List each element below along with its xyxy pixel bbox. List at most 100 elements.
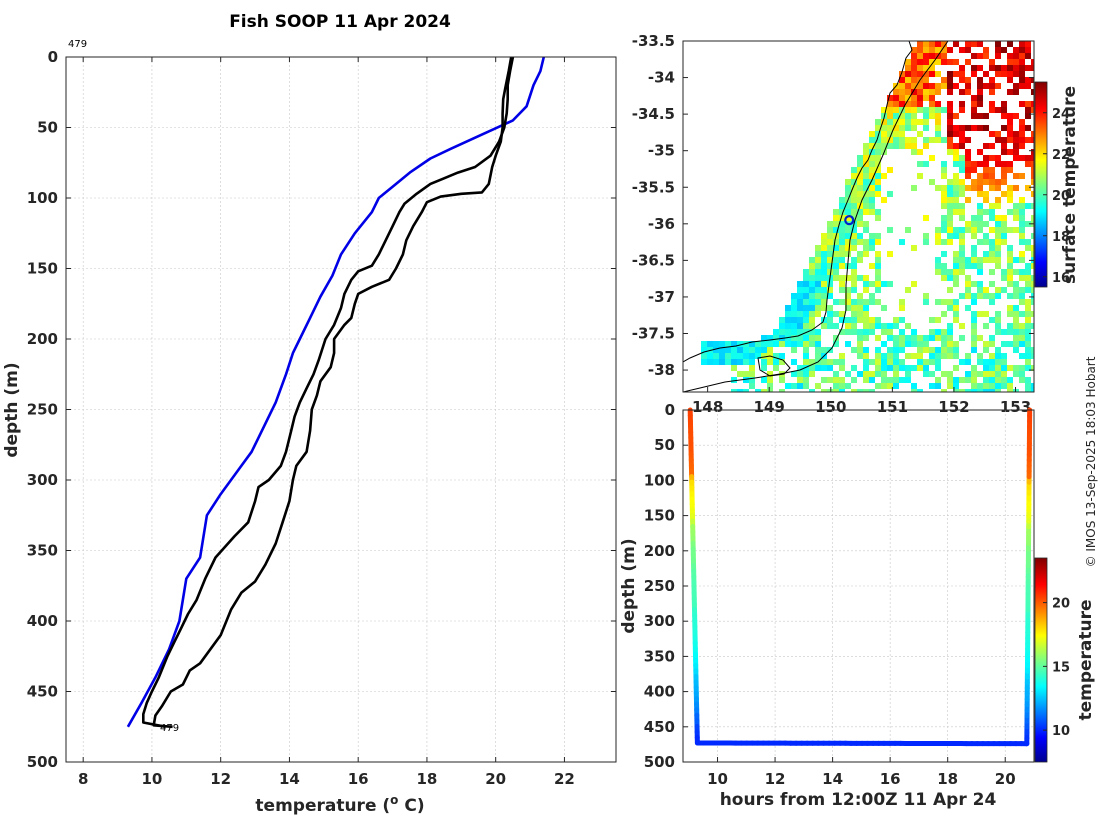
sst-cell	[1019, 299, 1025, 305]
sst-cell	[899, 365, 905, 371]
sst-cell	[1019, 371, 1025, 377]
sst-cell	[995, 53, 1001, 59]
sst-cell	[989, 203, 995, 209]
sst-cell	[953, 161, 959, 167]
sst-cell	[1007, 137, 1013, 143]
sst-cell	[977, 227, 983, 233]
sst-cell	[929, 155, 935, 161]
sst-cell	[995, 227, 1001, 233]
sst-cell	[815, 347, 821, 353]
x-axis-label-superscript: o	[390, 793, 398, 807]
sst-cell	[941, 263, 947, 269]
sst-cell	[947, 131, 953, 137]
series-line-profile-1	[152, 56, 513, 729]
sst-cell	[1025, 377, 1031, 383]
sst-cell	[941, 239, 947, 245]
sst-cell	[1025, 53, 1031, 59]
sst-cell	[995, 161, 1001, 167]
sst-cell	[995, 329, 1001, 335]
sst-cell	[1019, 257, 1025, 263]
sst-cell	[929, 113, 935, 119]
sst-cell	[965, 353, 971, 359]
sst-cell	[821, 293, 827, 299]
sst-cell	[941, 47, 947, 53]
sst-cell	[851, 377, 857, 383]
sst-cell	[755, 353, 761, 359]
map-y-tick-label: -33.5	[632, 32, 675, 50]
sst-cell	[1013, 89, 1019, 95]
map-y-tick-label: -38	[648, 361, 675, 379]
sst-cell	[953, 365, 959, 371]
sst-cell	[947, 83, 953, 89]
sst-cell	[857, 191, 863, 197]
sst-cell	[1001, 149, 1007, 155]
sst-cell	[947, 71, 953, 77]
sst-cell	[917, 131, 923, 137]
sst-cell	[953, 269, 959, 275]
sst-cell	[815, 353, 821, 359]
sst-cell	[971, 221, 977, 227]
sst-cell	[971, 95, 977, 101]
sst-cell	[881, 365, 887, 371]
sst-cell	[845, 323, 851, 329]
sst-cell	[953, 125, 959, 131]
sst-cell	[995, 83, 1001, 89]
sst-cell	[1001, 173, 1007, 179]
sst-cell	[899, 101, 905, 107]
sst-cell	[941, 269, 947, 275]
sst-cell	[977, 203, 983, 209]
sst-cell	[863, 227, 869, 233]
sst-cell	[737, 353, 743, 359]
sst-cell	[1013, 323, 1019, 329]
sst-cell	[977, 281, 983, 287]
sst-cell	[791, 329, 797, 335]
sst-cell	[839, 275, 845, 281]
sst-cell	[965, 83, 971, 89]
map-ticks: -33.5 -34 -34.5 -35 -35.5 -36 -36.5 -37 -37.5 -38…	[632, 32, 1034, 416]
sst-cell	[851, 299, 857, 305]
dt-y-tick-label: 250	[644, 577, 675, 595]
sst-cell	[965, 155, 971, 161]
sst-cell	[887, 377, 893, 383]
sst-cell	[977, 263, 983, 269]
sst-cell	[977, 215, 983, 221]
sst-cell	[911, 47, 917, 53]
sst-cell	[701, 359, 707, 365]
sst-cell	[911, 353, 917, 359]
sst-cell	[833, 275, 839, 281]
sst-cell	[797, 335, 803, 341]
sst-cell	[875, 347, 881, 353]
sst-cell	[1019, 293, 1025, 299]
sst-cell	[851, 173, 857, 179]
sst-cell	[1025, 155, 1031, 161]
sst-cell	[839, 257, 845, 263]
sst-cell	[863, 371, 869, 377]
sst-cell	[803, 275, 809, 281]
sst-cell	[989, 383, 995, 389]
sst-cell	[791, 323, 797, 329]
sst-cell	[899, 143, 905, 149]
sst-cell	[875, 191, 881, 197]
sst-cell	[935, 41, 941, 47]
sst-cell	[995, 131, 1001, 137]
sst-cell	[869, 389, 875, 392]
sst-cell	[989, 83, 995, 89]
sst-cell	[737, 389, 743, 392]
sst-cell	[1031, 275, 1034, 281]
sst-cell	[887, 113, 893, 119]
sst-cell	[911, 149, 917, 155]
sst-cell	[779, 323, 785, 329]
sst-cell	[839, 359, 845, 365]
sst-cell	[779, 389, 785, 392]
sst-cell	[935, 185, 941, 191]
sst-cell	[995, 245, 1001, 251]
sst-cell	[1019, 251, 1025, 257]
sst-cell	[1007, 191, 1013, 197]
sst-cell	[1013, 155, 1019, 161]
sst-cell	[989, 167, 995, 173]
sst-cell	[947, 329, 953, 335]
sst-cell	[971, 299, 977, 305]
sst-cell	[959, 377, 965, 383]
sst-cell	[821, 323, 827, 329]
sst-colorbar-tick-label: 24	[1052, 107, 1070, 122]
